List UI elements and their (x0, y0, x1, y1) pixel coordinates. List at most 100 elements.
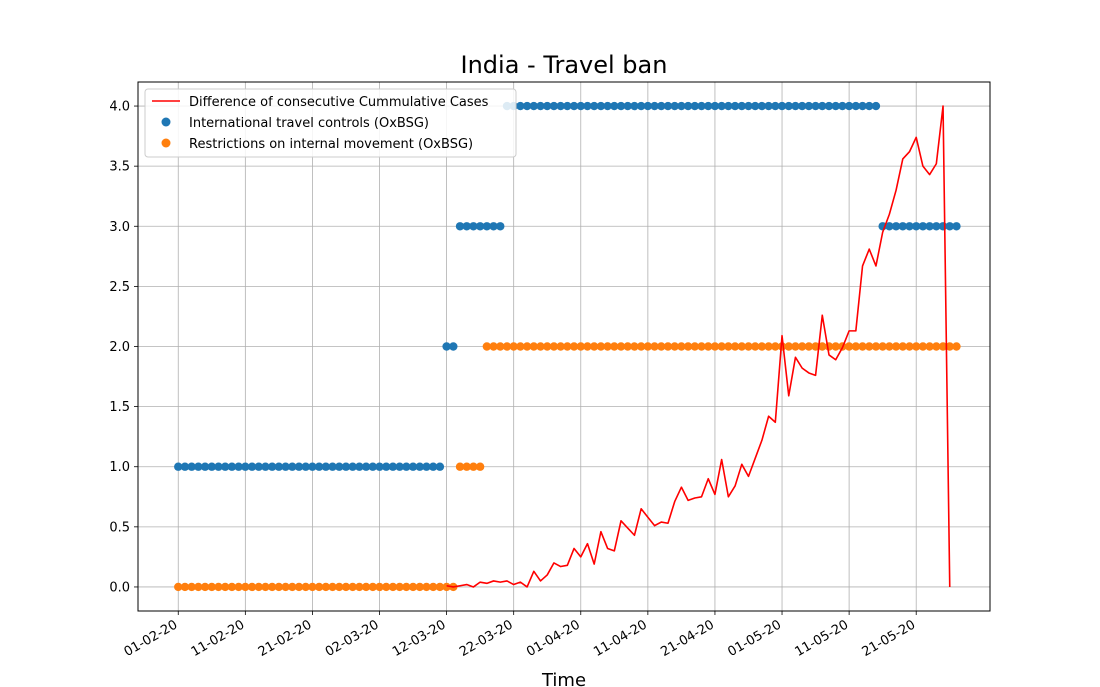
data-point-series-2 (314, 582, 324, 592)
chart-title: India - Travel ban (461, 51, 668, 79)
data-point-series-1 (844, 101, 854, 111)
data-point-series-2 (643, 342, 653, 351)
data-point-series-1 (603, 101, 612, 111)
data-point-series-1 (314, 462, 324, 471)
data-point-series-2 (818, 342, 827, 351)
data-point-series-2 (583, 342, 592, 351)
data-point-series-2 (925, 342, 934, 351)
data-point-series-1 (408, 462, 418, 471)
y-tick-label: 2.5 (109, 280, 130, 295)
data-point-series-1 (717, 101, 726, 111)
data-point-series-2 (341, 582, 351, 592)
data-point-series-1 (670, 101, 679, 111)
data-point-series-1 (818, 101, 827, 111)
data-point-series-2 (663, 342, 673, 351)
data-point-series-1 (455, 222, 465, 231)
data-point-series-1 (865, 101, 874, 111)
data-point-series-1 (522, 101, 532, 111)
data-point-series-2 (623, 342, 632, 351)
data-point-series-1 (891, 222, 901, 231)
data-point-series-2 (938, 342, 948, 351)
data-point-series-2 (475, 462, 485, 471)
data-point-series-2 (717, 342, 726, 351)
data-point-series-2 (844, 342, 854, 351)
data-point-series-1 (932, 222, 941, 231)
data-point-series-2 (865, 342, 874, 351)
data-point-series-1 (415, 462, 424, 471)
data-point-series-2 (187, 582, 196, 592)
data-point-series-1 (858, 101, 867, 111)
data-point-series-2 (301, 582, 310, 592)
data-point-series-2 (294, 582, 304, 592)
data-point-series-1 (677, 101, 686, 111)
data-point-series-2 (945, 342, 954, 351)
data-point-series-2 (516, 342, 525, 351)
data-point-series-2 (402, 582, 411, 592)
data-point-series-1 (952, 222, 961, 231)
data-point-series-1 (744, 101, 753, 111)
data-point-series-1 (254, 462, 263, 471)
y-tick-label: 1.5 (109, 400, 130, 415)
data-point-series-1 (610, 101, 619, 111)
legend: Difference of consecutive Cummulative Ca… (144, 88, 517, 158)
data-point-series-1 (804, 101, 814, 111)
data-point-series-2 (435, 582, 445, 592)
data-point-series-1 (616, 101, 626, 111)
data-point-series-1 (690, 101, 700, 111)
data-point-series-2 (200, 582, 210, 592)
data-point-series-1 (361, 462, 371, 471)
data-point-series-1 (683, 101, 693, 111)
data-point-series-2 (462, 462, 471, 471)
data-point-series-1 (294, 462, 304, 471)
data-point-series-1 (536, 101, 545, 111)
data-point-series-1 (650, 101, 659, 111)
data-point-series-2 (905, 342, 914, 351)
data-point-series-1 (784, 101, 793, 111)
data-point-series-2 (469, 462, 478, 471)
data-point-series-1 (227, 462, 237, 471)
data-point-series-1 (382, 462, 391, 471)
data-point-series-2 (529, 342, 539, 351)
data-point-series-1 (704, 101, 713, 111)
legend-entry-cases: Difference of consecutive Cummulative Ca… (189, 95, 489, 110)
data-point-series-2 (757, 342, 767, 351)
data-point-series-1 (174, 462, 183, 471)
data-point-series-1 (301, 462, 310, 471)
data-point-series-2 (261, 582, 270, 592)
data-point-series-1 (730, 101, 740, 111)
data-point-series-1 (281, 462, 290, 471)
data-point-series-2 (918, 342, 928, 351)
data-point-series-1 (576, 101, 585, 111)
data-point-series-1 (556, 101, 565, 111)
data-point-series-1 (274, 462, 284, 471)
data-point-series-1 (925, 222, 934, 231)
data-point-series-2 (683, 342, 693, 351)
data-point-series-2 (858, 342, 867, 351)
data-point-series-1 (221, 462, 230, 471)
data-point-series-2 (234, 582, 243, 592)
data-point-series-1 (308, 462, 317, 471)
data-point-series-2 (891, 342, 901, 351)
data-point-series-1 (757, 101, 767, 111)
data-point-series-2 (442, 582, 451, 592)
data-point-series-2 (348, 582, 357, 592)
data-point-series-2 (308, 582, 317, 592)
data-point-series-1 (543, 101, 552, 111)
data-point-series-2 (791, 342, 800, 351)
data-point-series-1 (355, 462, 364, 471)
data-point-series-2 (395, 582, 404, 592)
data-point-series-2 (422, 582, 431, 592)
data-point-series-1 (328, 462, 337, 471)
data-point-series-2 (328, 582, 337, 592)
data-point-series-2 (361, 582, 371, 592)
data-point-series-1 (375, 462, 384, 471)
plot-data (174, 101, 961, 592)
data-point-series-1 (207, 462, 216, 471)
data-point-series-2 (784, 342, 793, 351)
data-point-series-1 (589, 101, 599, 111)
data-point-series-1 (200, 462, 210, 471)
data-point-series-2 (375, 582, 384, 592)
data-point-series-1 (489, 222, 498, 231)
data-point-series-1 (918, 222, 928, 231)
